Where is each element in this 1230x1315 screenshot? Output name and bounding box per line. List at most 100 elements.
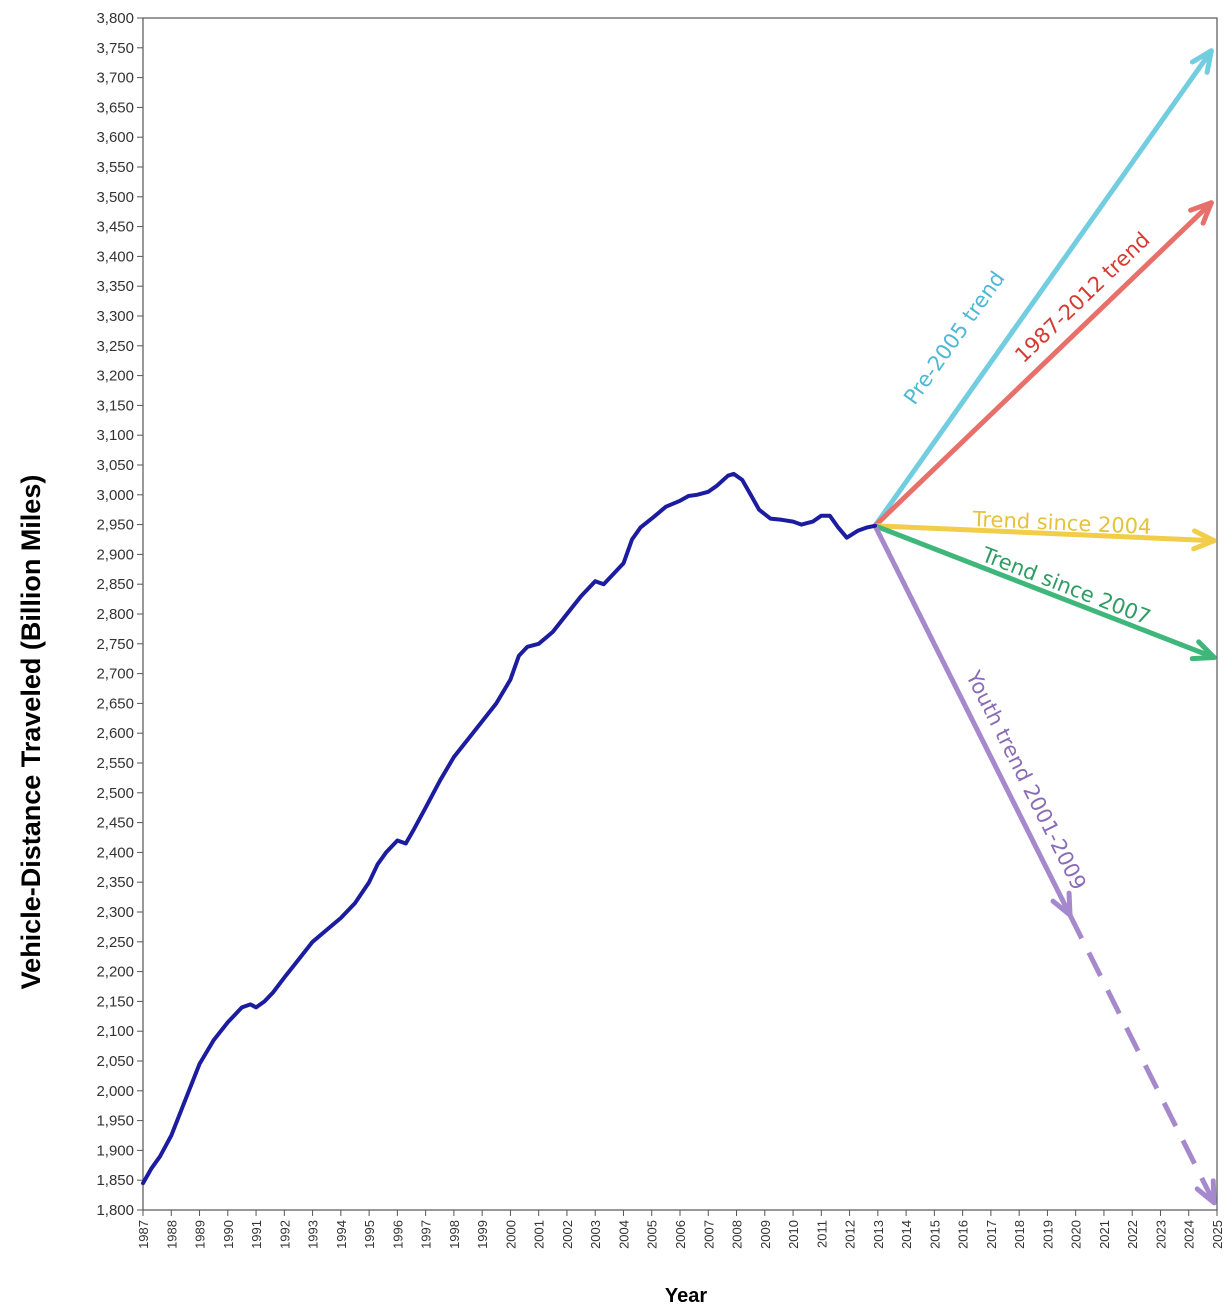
trend-line-dashed: [1067, 913, 1217, 1204]
y-tick-label: 3,550: [96, 159, 134, 176]
series-layer: [141, 471, 877, 1186]
trend-line-solid: [872, 523, 1073, 918]
y-tick-label: 3,300: [96, 308, 134, 325]
x-tick-label: 2024: [1182, 1220, 1197, 1249]
x-tick-label: 2019: [1040, 1220, 1055, 1249]
x-tick-label: 2011: [814, 1220, 829, 1248]
y-tick-label: 3,750: [96, 40, 134, 57]
trend-arrowhead: [1191, 528, 1217, 552]
y-tick-label: 2,400: [96, 844, 134, 861]
x-tick-label: 2002: [560, 1220, 575, 1249]
y-tick-label: 2,850: [96, 576, 134, 593]
y-tick-label: 3,600: [96, 129, 134, 146]
x-tick-label: 1994: [334, 1220, 349, 1249]
y-tick-label: 3,650: [96, 99, 134, 116]
y-tick-label: 2,000: [96, 1083, 134, 1100]
x-tick-label: 2016: [956, 1220, 971, 1249]
x-tick-label: 2017: [984, 1220, 999, 1249]
x-tick-label: 2025: [1210, 1220, 1225, 1249]
x-tick-label: 2010: [786, 1220, 801, 1249]
x-axis-title: Year: [665, 1285, 707, 1307]
y-tick-label: 2,350: [96, 874, 134, 891]
trend-label: Trend since 2004: [971, 507, 1152, 539]
x-tick-label: 2007: [701, 1220, 716, 1249]
y-tick-label: 2,600: [96, 725, 134, 742]
x-tick-label: 1987: [136, 1220, 151, 1249]
y-tick-label: 2,100: [96, 1023, 134, 1040]
trend-arrowhead: [1189, 48, 1214, 75]
y-tick-label: 3,200: [96, 368, 134, 385]
x-tick-label: 2003: [588, 1220, 603, 1249]
x-tick-label: 2013: [871, 1220, 886, 1249]
x-tick-label: 1991: [249, 1220, 264, 1249]
y-tick-label: 1,800: [96, 1202, 134, 1219]
y-tick-label: 2,050: [96, 1053, 134, 1070]
plot-frame: [142, 17, 1218, 1211]
x-tick-label: 1996: [390, 1220, 405, 1249]
trend-arrowhead: [1188, 200, 1214, 226]
x-tick-label: 2014: [899, 1220, 914, 1249]
y-axis-title: Vehicle-Distance Traveled (Billion Miles…: [16, 475, 46, 990]
x-axis: 1987 1988 1989 1990 1991 1992 1993 1994 1995 1996…: [136, 1210, 1225, 1249]
y-tick-label: 3,500: [96, 189, 134, 206]
x-tick-label: 2015: [927, 1220, 942, 1249]
y-tick-label: 2,700: [96, 666, 134, 683]
trend-arrowhead: [1194, 1178, 1217, 1206]
y-tick-label: 2,150: [96, 993, 134, 1010]
x-tick-label: 1988: [164, 1220, 179, 1249]
y-tick-label: 3,400: [96, 248, 134, 265]
x-tick-label: 1998: [447, 1220, 462, 1249]
y-tick-label: 2,500: [96, 785, 134, 802]
x-tick-label: 2005: [645, 1220, 660, 1249]
y-tick-label: 1,950: [96, 1113, 134, 1130]
y-tick-label: 2,750: [96, 636, 134, 653]
x-tick-label: 1993: [306, 1220, 321, 1249]
x-tick-label: 2006: [673, 1220, 688, 1249]
y-tick-label: 1,900: [96, 1142, 134, 1159]
y-tick-label: 2,300: [96, 904, 134, 921]
y-axis: 1,800 1,850 1,900 1,950 2,000 2,050 2,100 2,150…: [96, 10, 143, 1219]
x-tick-label: 1995: [362, 1220, 377, 1249]
y-tick-label: 3,000: [96, 487, 134, 504]
x-tick-label: 1989: [193, 1220, 208, 1249]
trend-line: [872, 523, 1217, 661]
x-tick-label: 2008: [730, 1220, 745, 1249]
x-tick-label: 2023: [1153, 1220, 1168, 1249]
trend-line: [872, 200, 1214, 529]
x-tick-label: 2009: [758, 1220, 773, 1249]
series-line: [141, 471, 877, 1186]
y-tick-label: 2,200: [96, 964, 134, 981]
trend-labels: Pre-2005 trend 1987-2012 trend Trend since…: [899, 227, 1154, 893]
y-tick-label: 3,350: [96, 278, 134, 295]
x-tick-label: 2004: [616, 1220, 631, 1249]
x-tick-label: 1990: [221, 1220, 236, 1249]
plot-area-border: [142, 17, 1218, 1211]
y-tick-label: 2,950: [96, 517, 134, 534]
x-tick-label: 1999: [475, 1220, 490, 1249]
trend-line: [872, 48, 1214, 529]
y-tick-label: 3,050: [96, 457, 134, 474]
x-tick-label: 2022: [1125, 1220, 1140, 1249]
y-tick-label: 2,800: [96, 606, 134, 623]
y-tick-label: 1,850: [96, 1172, 134, 1189]
trend-label: Youth trend 2001-2009: [961, 666, 1091, 894]
trend-arrowhead: [1189, 639, 1217, 662]
y-tick-label: 3,450: [96, 219, 134, 236]
trend-label: Trend since 2007: [978, 542, 1154, 629]
y-tick-label: 2,650: [96, 695, 134, 712]
trend-label: 1987-2012 trend: [1010, 227, 1154, 367]
y-tick-label: 3,700: [96, 70, 134, 87]
y-tick-label: 3,800: [96, 10, 134, 27]
trend-label: Pre-2005 trend: [899, 267, 1009, 409]
x-tick-label: 2021: [1097, 1220, 1112, 1249]
y-tick-label: 2,250: [96, 934, 134, 951]
x-tick-label: 2001: [532, 1220, 547, 1249]
y-tick-label: 2,550: [96, 755, 134, 772]
y-tick-label: 2,900: [96, 546, 134, 563]
y-tick-label: 3,250: [96, 338, 134, 355]
x-tick-label: 2012: [843, 1220, 858, 1249]
x-tick-label: 1992: [277, 1220, 292, 1249]
y-tick-label: 3,150: [96, 397, 134, 414]
